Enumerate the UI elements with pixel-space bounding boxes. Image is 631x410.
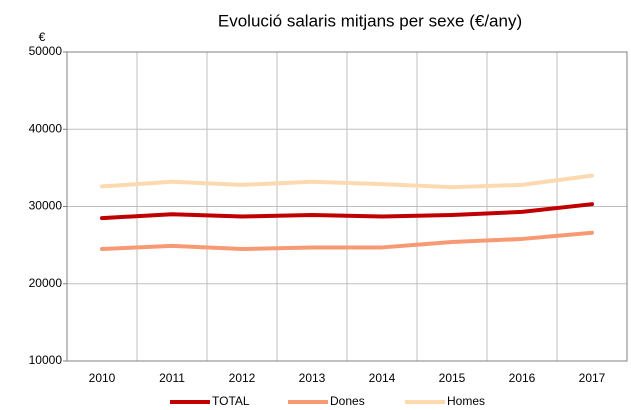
y-tick-label: 10000 <box>29 353 63 367</box>
x-tick-label: 2017 <box>579 371 606 385</box>
legend-label: Dones <box>330 394 365 408</box>
x-tick-label: 2011 <box>159 371 185 385</box>
y-tick-label: 50000 <box>29 44 63 58</box>
y-tick-label: 30000 <box>29 199 63 213</box>
series-line <box>100 202 594 221</box>
x-tick-label: 2016 <box>509 371 536 385</box>
y-axis-label: € <box>39 30 46 44</box>
x-tick-label: 2010 <box>89 371 116 385</box>
plot-border <box>66 51 628 362</box>
series-line <box>100 230 594 251</box>
y-tick-label: 40000 <box>29 121 63 135</box>
x-tick-label: 2014 <box>369 371 396 385</box>
y-tick-label: 20000 <box>29 276 63 290</box>
series-line <box>100 173 594 190</box>
x-tick-label: 2013 <box>299 371 326 385</box>
x-tick-label: 2012 <box>229 371 256 385</box>
legend-label: Homes <box>447 394 485 408</box>
legend-label: TOTAL <box>212 394 250 408</box>
chart-title: Evolució salaris mitjans per sexe (€/any… <box>218 11 522 30</box>
x-tick-label: 2015 <box>439 371 466 385</box>
